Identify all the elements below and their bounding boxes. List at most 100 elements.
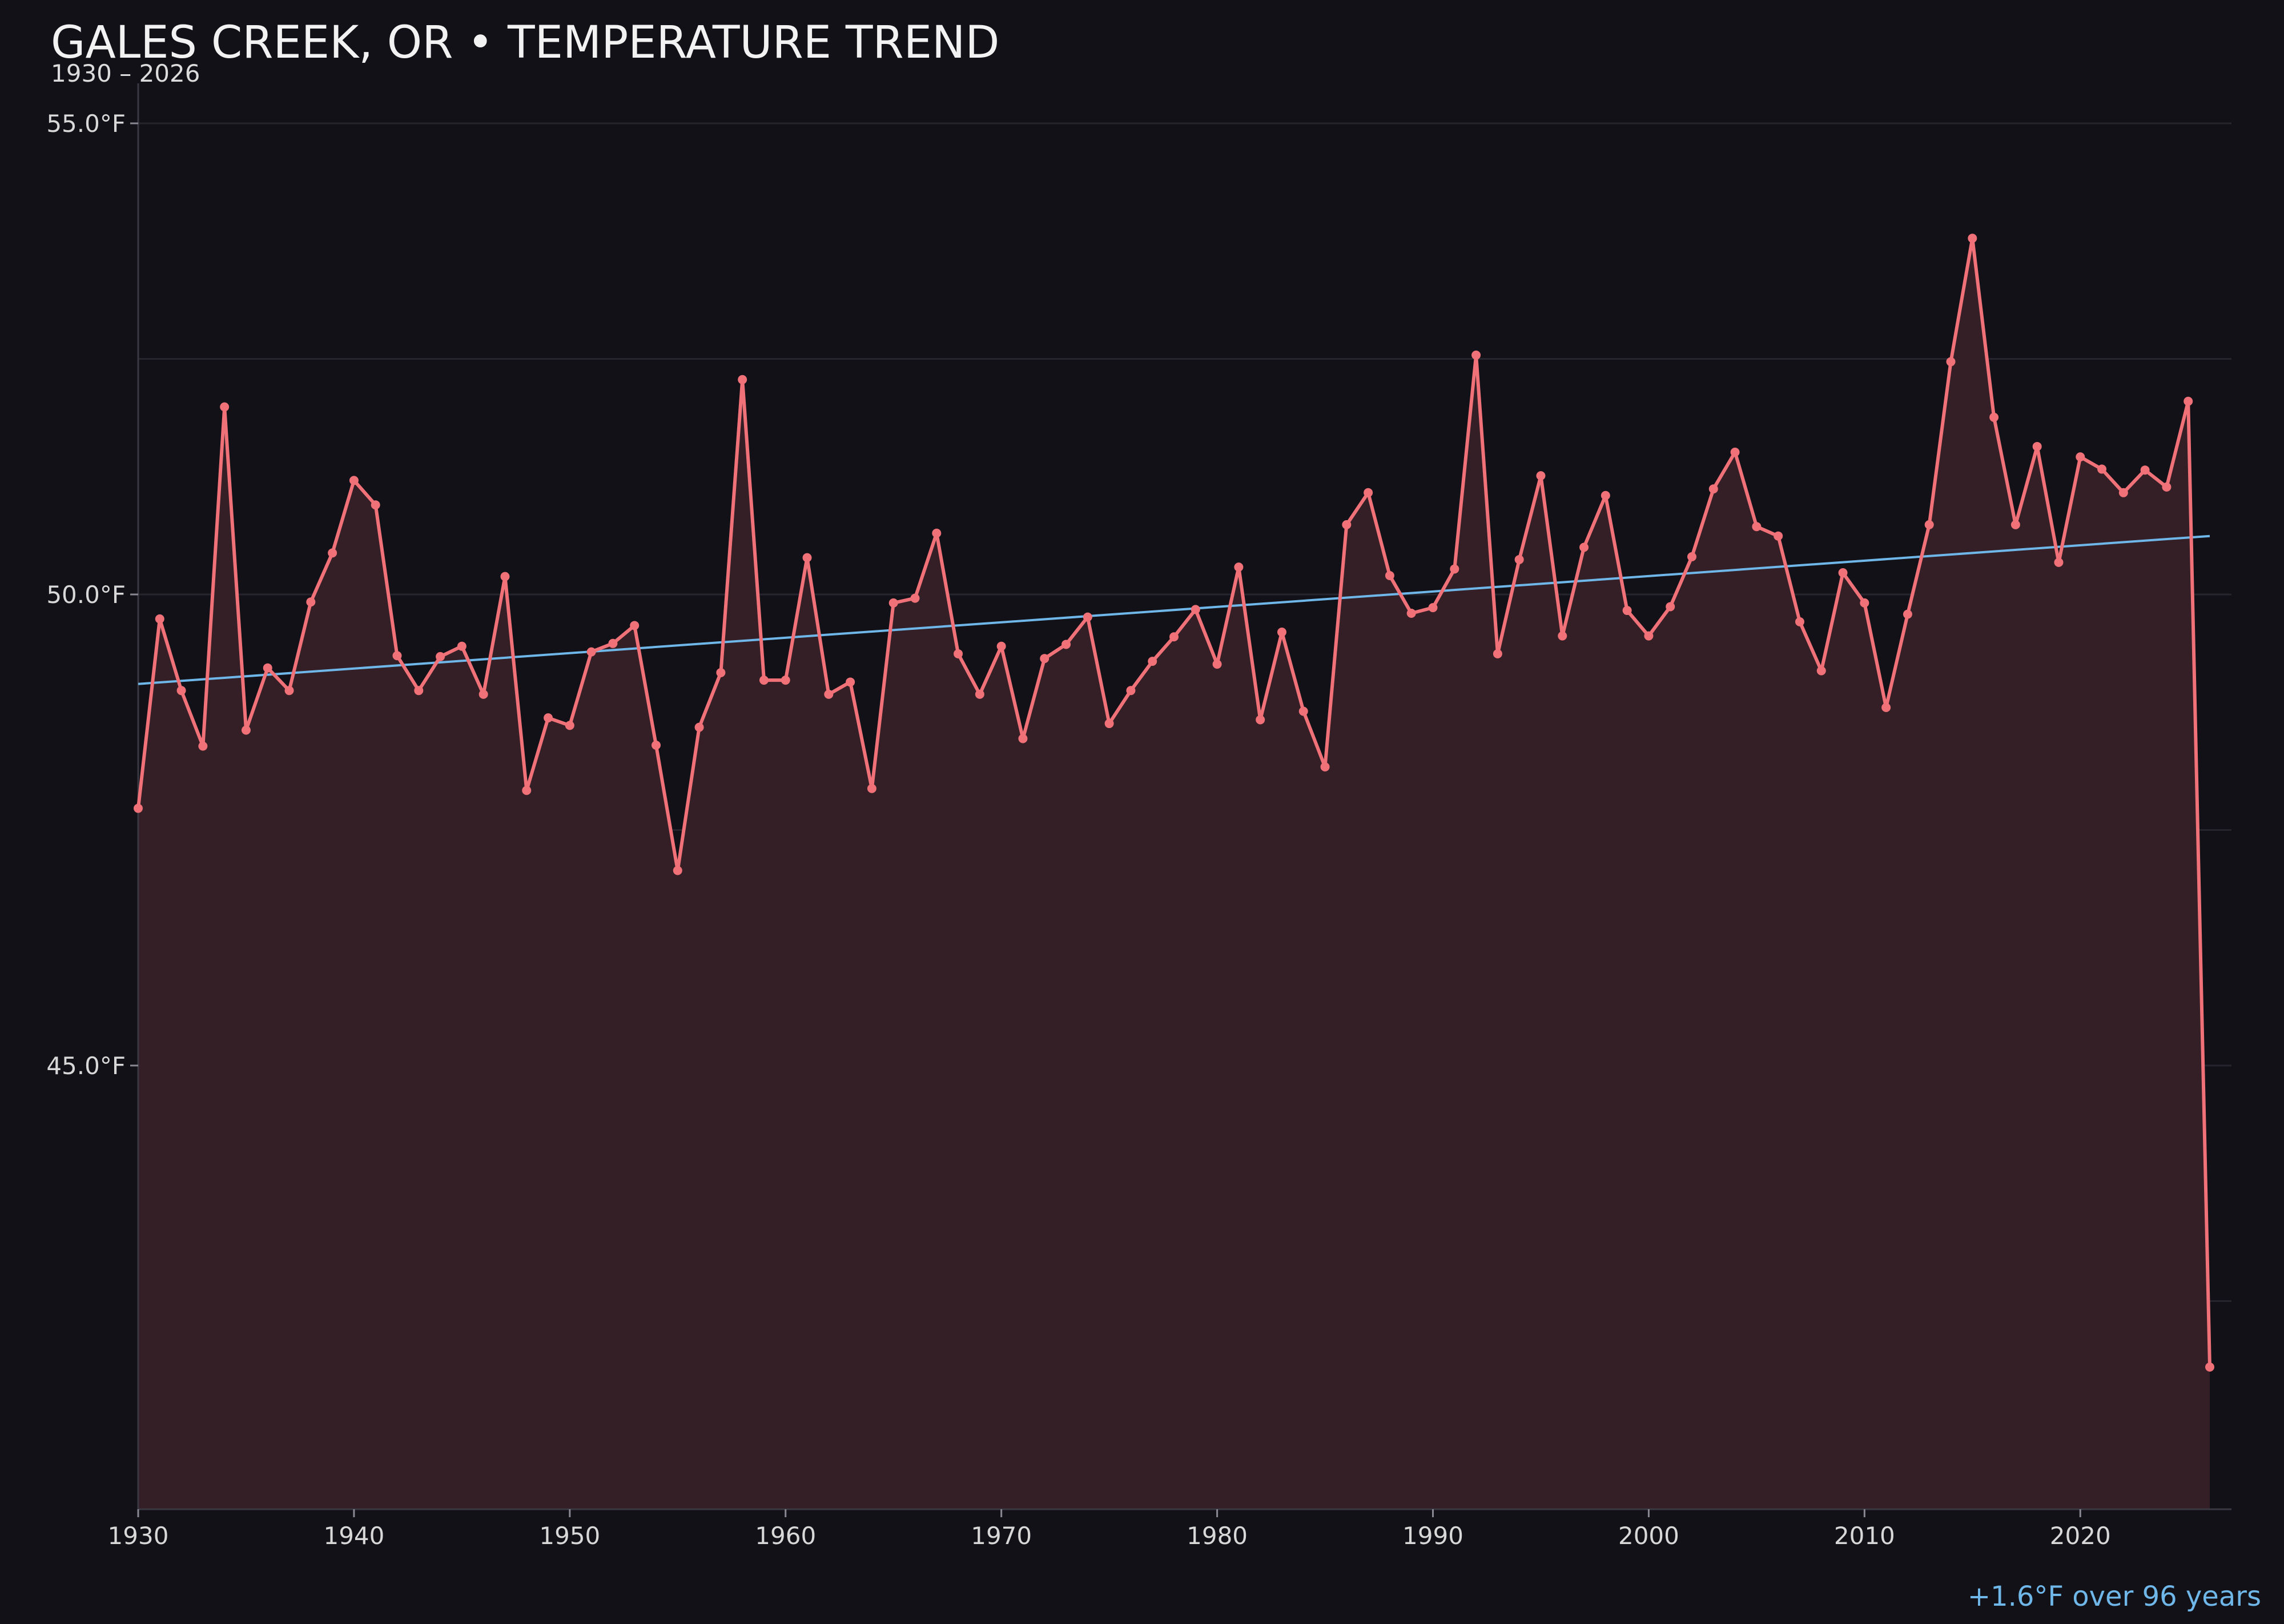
data-point bbox=[1428, 603, 1438, 613]
area-fill bbox=[138, 238, 2210, 1509]
x-tick-label: 1950 bbox=[539, 1522, 600, 1550]
trend-line bbox=[138, 534, 2210, 685]
data-point bbox=[2205, 1362, 2214, 1372]
data-point bbox=[155, 614, 164, 624]
data-point bbox=[932, 528, 942, 538]
data-point bbox=[867, 783, 876, 793]
data-point bbox=[1450, 564, 1459, 574]
data-point bbox=[1752, 522, 1762, 532]
data-point bbox=[1968, 234, 1977, 243]
data-point bbox=[1406, 609, 1416, 618]
data-point bbox=[1730, 447, 1740, 457]
data-point bbox=[716, 668, 726, 677]
data-point bbox=[284, 686, 294, 696]
x-tick-label: 2000 bbox=[1618, 1522, 1679, 1550]
data-point bbox=[1860, 598, 1869, 608]
data-point bbox=[500, 572, 510, 581]
data-point bbox=[1946, 357, 1956, 367]
data-point bbox=[1903, 609, 1912, 619]
trend-annotation: +1.6°F over 96 years bbox=[1967, 1581, 2261, 1613]
data-point bbox=[2054, 557, 2064, 567]
data-point bbox=[457, 641, 467, 651]
data-point bbox=[2184, 396, 2193, 406]
data-point bbox=[306, 597, 316, 607]
chart-subtitle: 1930 – 2026 bbox=[51, 59, 200, 87]
data-point bbox=[263, 663, 272, 673]
data-point bbox=[1774, 531, 1783, 541]
data-point bbox=[1169, 632, 1179, 642]
data-point bbox=[954, 649, 963, 658]
data-point bbox=[1104, 719, 1114, 729]
data-point bbox=[2076, 452, 2085, 462]
data-point bbox=[1666, 602, 1675, 612]
data-point bbox=[2032, 441, 2042, 451]
data-point bbox=[1644, 631, 1654, 641]
data-point bbox=[1708, 484, 1718, 494]
data-point bbox=[2118, 488, 2128, 497]
data-point bbox=[241, 725, 251, 735]
data-point bbox=[2162, 482, 2172, 492]
x-tick-label: 1930 bbox=[108, 1522, 169, 1550]
data-point bbox=[1298, 706, 1308, 716]
data-point bbox=[1191, 605, 1200, 614]
data-point bbox=[759, 676, 769, 685]
data-point bbox=[349, 476, 359, 485]
data-point bbox=[478, 689, 488, 699]
data-point bbox=[1212, 660, 1222, 669]
data-point bbox=[630, 621, 640, 630]
data-point bbox=[565, 721, 574, 730]
data-point bbox=[1601, 491, 1610, 500]
data-point bbox=[1514, 554, 1524, 564]
x-tick-label: 1970 bbox=[971, 1522, 1032, 1550]
data-point bbox=[176, 686, 186, 696]
x-tick-label: 1980 bbox=[1187, 1522, 1248, 1550]
data-point bbox=[134, 803, 143, 813]
data-point bbox=[371, 500, 380, 510]
y-tick-label: 45.0°F bbox=[46, 1052, 126, 1080]
data-point bbox=[1234, 562, 1244, 572]
data-point bbox=[1256, 715, 1265, 725]
data-point bbox=[1687, 552, 1696, 561]
data-point bbox=[888, 598, 898, 608]
data-point bbox=[738, 375, 747, 384]
data-point bbox=[1342, 520, 1352, 529]
data-point bbox=[1816, 666, 1826, 676]
points-layer bbox=[134, 234, 2214, 1372]
y-tick-label: 50.0°F bbox=[46, 581, 126, 609]
data-point bbox=[975, 689, 984, 699]
data-point bbox=[1493, 649, 1502, 658]
data-point bbox=[2140, 465, 2150, 475]
data-point bbox=[824, 689, 834, 699]
data-point bbox=[781, 676, 790, 685]
data-point bbox=[1277, 628, 1286, 637]
data-point bbox=[436, 652, 445, 661]
data-point bbox=[846, 677, 855, 687]
data-point bbox=[1536, 471, 1546, 481]
data-point bbox=[1385, 571, 1394, 580]
area-fill-layer bbox=[138, 238, 2210, 1509]
data-point bbox=[694, 722, 704, 732]
data-point bbox=[2097, 464, 2107, 474]
data-point bbox=[1838, 568, 1848, 578]
data-point bbox=[1083, 612, 1092, 622]
data-point bbox=[392, 651, 402, 661]
x-tick-label: 1990 bbox=[1402, 1522, 1463, 1550]
data-point bbox=[1018, 734, 1028, 743]
data-point bbox=[910, 593, 920, 603]
data-point bbox=[1126, 686, 1136, 696]
data-point bbox=[673, 866, 682, 875]
data-point bbox=[586, 647, 596, 657]
data-point bbox=[1148, 657, 1157, 666]
data-point bbox=[652, 741, 661, 750]
trend-layer bbox=[138, 534, 2210, 685]
x-tick-label: 1940 bbox=[323, 1522, 384, 1550]
data-point bbox=[328, 548, 337, 558]
x-tick-label: 1960 bbox=[755, 1522, 816, 1550]
data-point bbox=[1579, 542, 1589, 552]
data-point bbox=[802, 553, 812, 562]
data-point bbox=[1471, 350, 1481, 360]
y-tick-labels: 45.0°F 50.0°F 55.0°F bbox=[46, 110, 126, 1080]
x-tick-labels: 1930 1940 1950 1960 1970 1980 1990 2000 2010 2020 bbox=[108, 1522, 2111, 1550]
data-point bbox=[1040, 654, 1049, 664]
